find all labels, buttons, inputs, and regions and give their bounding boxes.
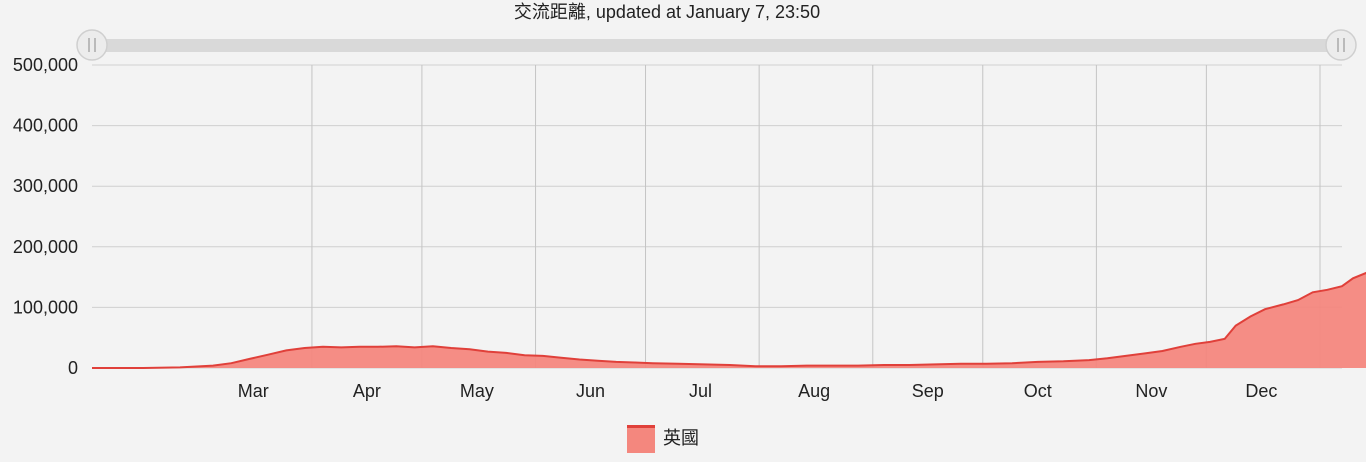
legend-label[interactable]: 英國	[663, 428, 699, 448]
series-area	[92, 271, 1366, 369]
x-tick-label: Sep	[912, 381, 944, 401]
y-axis: 0 100,000 200,000 300,000 400,000 500,000	[13, 55, 78, 378]
x-tick-label: Nov	[1135, 381, 1167, 401]
y-tick-label: 400,000	[13, 116, 78, 136]
x-tick-label: Mar	[238, 381, 269, 401]
slider-track[interactable]	[92, 39, 1342, 52]
x-tick-label: Oct	[1024, 381, 1052, 401]
x-tick-label: Dec	[1245, 381, 1277, 401]
y-tick-label: 300,000	[13, 176, 78, 196]
x-tick-label: Jul	[689, 381, 712, 401]
legend-swatch-edge	[627, 425, 655, 428]
slider-left-handle[interactable]	[76, 29, 108, 61]
x-tick-label: May	[460, 381, 494, 401]
y-tick-label: 0	[68, 358, 78, 378]
x-axis: Mar Apr May Jun Jul Aug Sep Oct Nov Dec	[238, 381, 1278, 401]
y-tick-label: 100,000	[13, 297, 78, 317]
x-tick-label: Aug	[798, 381, 830, 401]
legend-swatch[interactable]	[627, 425, 655, 453]
y-tick-label: 200,000	[13, 237, 78, 257]
series-line	[92, 271, 1366, 369]
grid	[92, 64, 1342, 369]
x-tick-label: Jun	[576, 381, 605, 401]
range-slider[interactable]	[76, 29, 1357, 61]
legend[interactable]: 英國	[627, 425, 699, 453]
chart-title: 交流距離, updated at January 7, 23:50	[514, 2, 820, 22]
y-tick-label: 500,000	[13, 55, 78, 75]
series-fill	[92, 272, 1366, 368]
x-tick-label: Apr	[353, 381, 381, 401]
slider-right-handle[interactable]	[1325, 29, 1357, 61]
